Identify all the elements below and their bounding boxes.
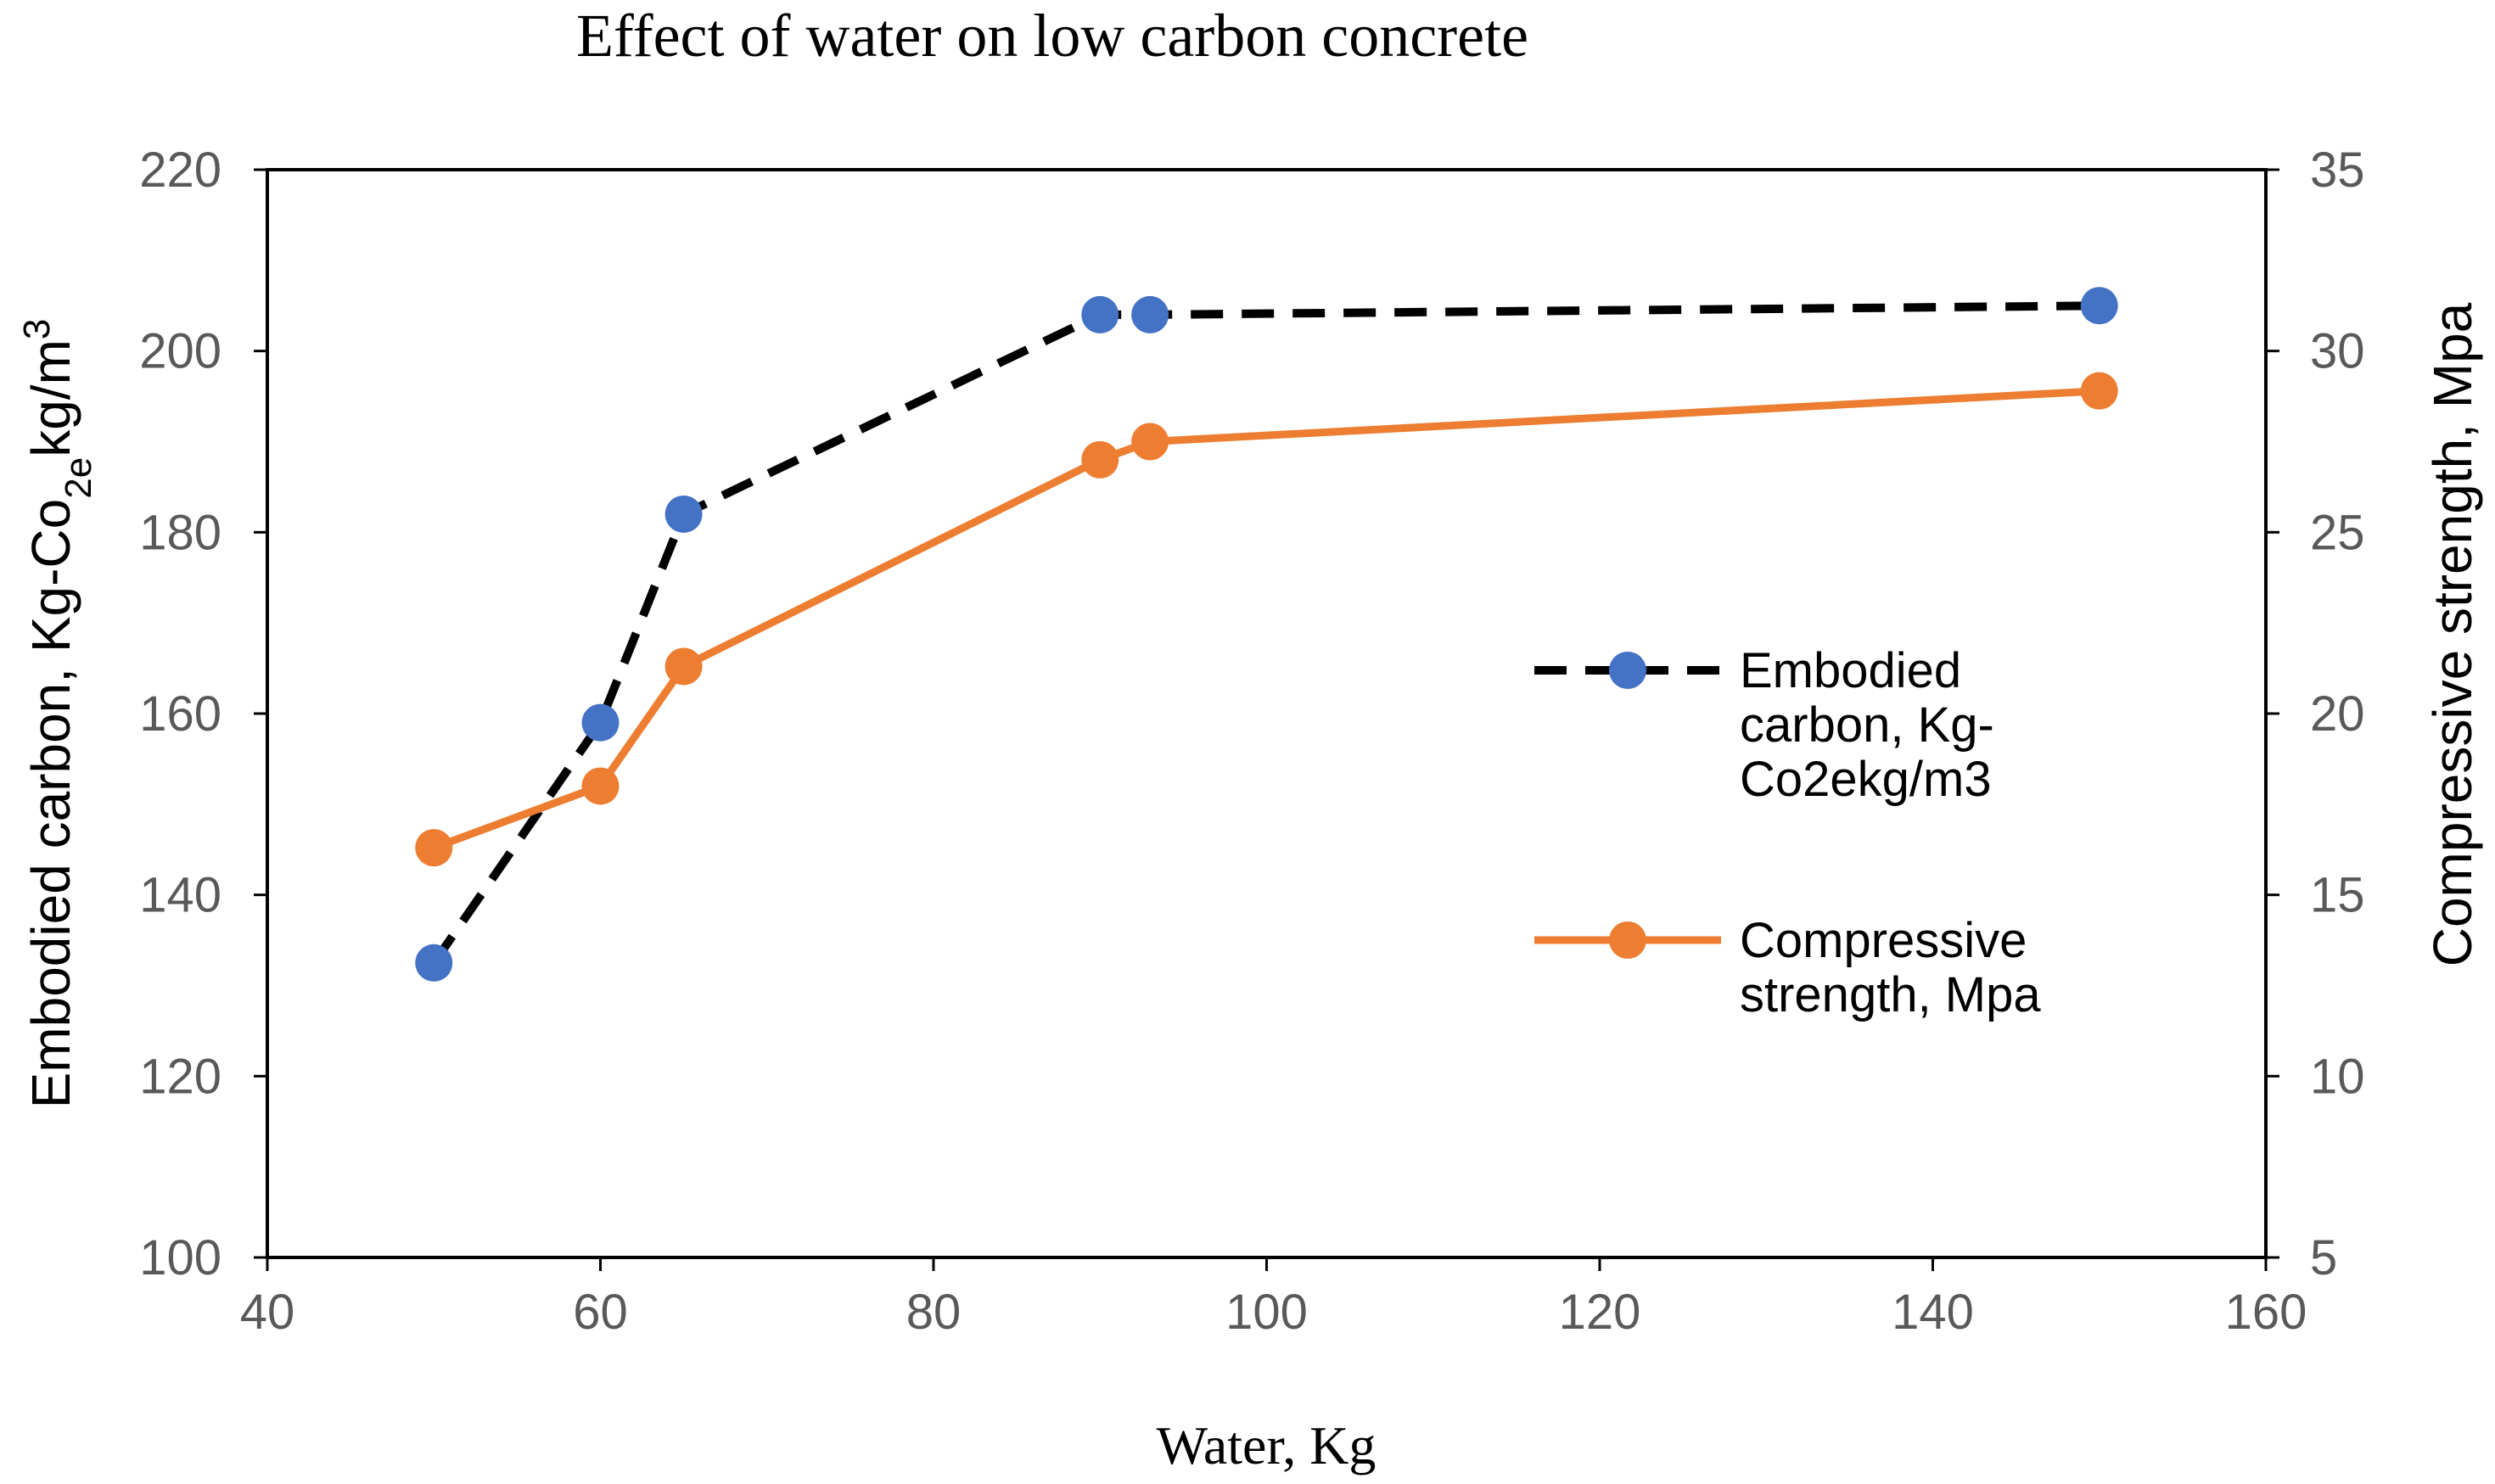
compressive-strength-point bbox=[1081, 440, 1119, 479]
compressive-strength-point bbox=[415, 829, 453, 867]
left-y-axis-title: Embodied carbon, Kg-Co2ekg/m3 bbox=[16, 319, 99, 1109]
left-y-tick-label: 180 bbox=[139, 505, 221, 560]
x-axis-title: Water, Kg bbox=[1157, 1415, 1376, 1476]
x-tick-label: 40 bbox=[240, 1285, 295, 1340]
right-y-tick-label: 35 bbox=[2310, 143, 2365, 198]
legend-label: strength, Mpa bbox=[1740, 967, 2041, 1022]
x-axis-ticks: 40 60 80 100 120 140 160 bbox=[240, 1257, 2307, 1340]
embodied-carbon-point bbox=[415, 944, 453, 982]
right-y-tick-label: 20 bbox=[2310, 686, 2365, 742]
embodied-carbon-point bbox=[2080, 287, 2118, 325]
compressive-strength-point bbox=[1131, 423, 1169, 461]
compressive-strength-point bbox=[581, 767, 620, 805]
left-y-tick-label: 100 bbox=[139, 1230, 221, 1285]
compressive-strength-line bbox=[432, 387, 2100, 852]
x-tick-label: 120 bbox=[1559, 1285, 1641, 1340]
compressive-strength-point bbox=[2080, 372, 2118, 410]
x-tick-label: 140 bbox=[1892, 1285, 1974, 1340]
right-y-tick-label: 30 bbox=[2310, 324, 2365, 379]
embodied-carbon-point bbox=[1081, 295, 1119, 333]
x-tick-label: 100 bbox=[1225, 1285, 1308, 1340]
legend-label: Embodied bbox=[1740, 643, 1961, 698]
embodied-carbon-point bbox=[581, 703, 620, 742]
x-tick-label: 80 bbox=[906, 1285, 962, 1340]
legend-label: Compressive bbox=[1740, 913, 2027, 968]
right-y-axis-ticks: 5 10 15 20 25 30 35 bbox=[2266, 143, 2365, 1285]
left-y-axis-ticks: 100 120 140 160 180 200 220 bbox=[139, 143, 267, 1285]
embodied-carbon-point bbox=[664, 495, 703, 533]
legend-marker bbox=[1609, 652, 1646, 689]
legend-label: Co2ekg/m3 bbox=[1740, 752, 1992, 807]
right-y-tick-label: 10 bbox=[2310, 1049, 2365, 1104]
legend-label: carbon, Kg- bbox=[1740, 697, 1994, 753]
right-y-tick-label: 5 bbox=[2310, 1230, 2337, 1285]
embodied-carbon-line bbox=[430, 301, 2100, 966]
embodied-carbon-point bbox=[1131, 295, 1169, 333]
left-y-tick-label: 140 bbox=[139, 868, 221, 923]
left-y-tick-label: 200 bbox=[139, 324, 221, 379]
legend-marker bbox=[1609, 921, 1646, 959]
compressive-strength-point bbox=[664, 647, 703, 686]
right-y-tick-label: 15 bbox=[2310, 868, 2365, 923]
right-y-axis-title: Compressive strength, Mpa bbox=[2422, 302, 2483, 966]
left-y-tick-label: 220 bbox=[139, 143, 221, 198]
series-layer bbox=[415, 287, 2118, 982]
x-tick-label: 160 bbox=[2225, 1285, 2307, 1340]
left-y-tick-label: 120 bbox=[139, 1049, 221, 1104]
chart-title: Effect of water on low carbon concrete bbox=[576, 2, 1528, 70]
left-y-tick-label: 160 bbox=[139, 686, 221, 742]
x-tick-label: 60 bbox=[573, 1285, 628, 1340]
right-y-tick-label: 25 bbox=[2310, 505, 2365, 560]
